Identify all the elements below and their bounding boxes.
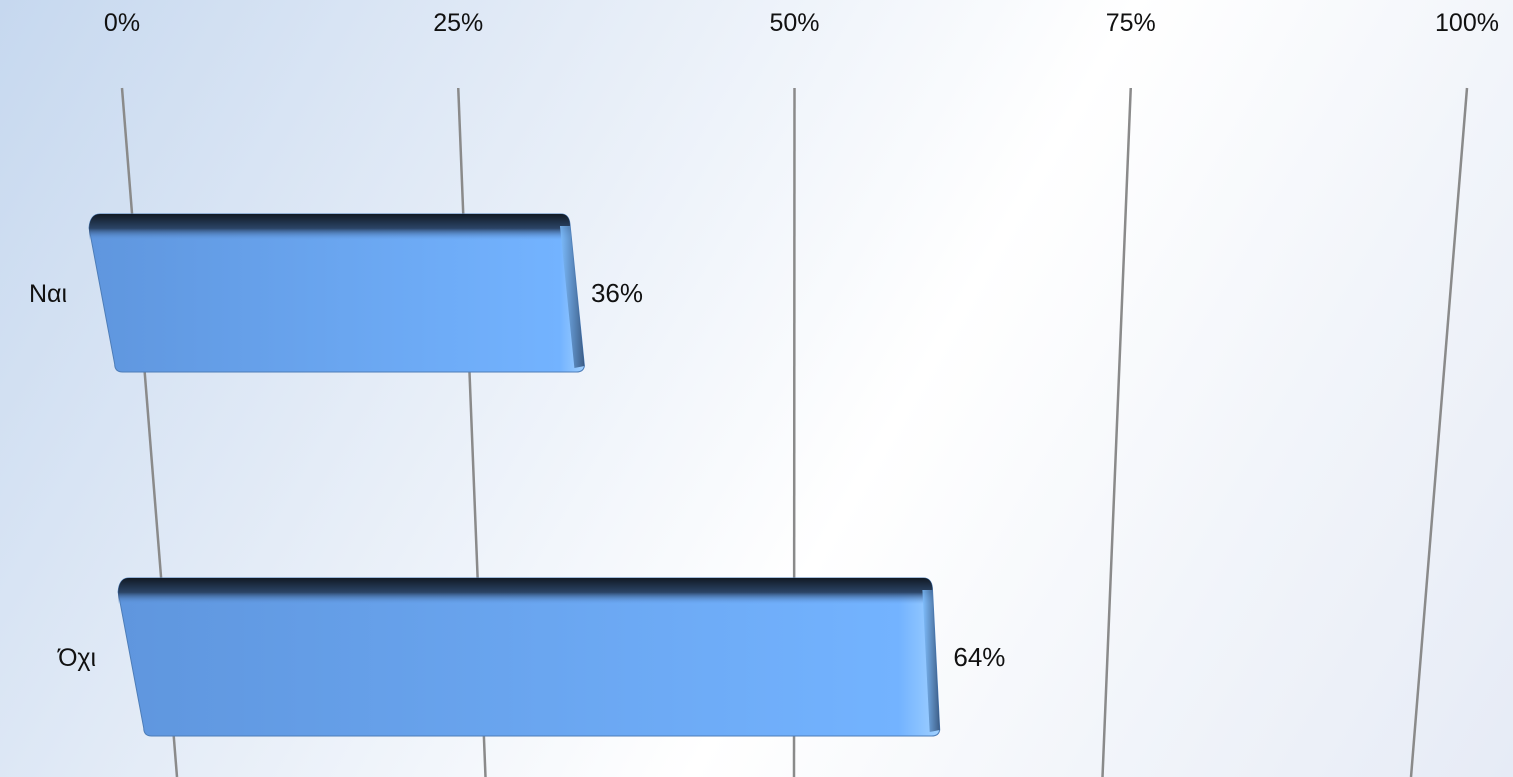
- category-label: Όχι: [57, 644, 96, 672]
- data-label: 36%: [591, 278, 643, 308]
- bar-side: [922, 590, 940, 732]
- bars: [88, 213, 941, 737]
- x-axis-tick-labels: 0% 25% 50% 75% 100%: [104, 9, 1499, 37]
- data-label: 64%: [953, 642, 1005, 672]
- bar-top-bevel: [118, 578, 933, 604]
- labels: Ναι 36% Όχι 64%: [29, 278, 1005, 672]
- x-tick-label: 100%: [1435, 9, 1499, 37]
- x-tick-label: 50%: [769, 9, 819, 37]
- gridline: [1101, 87, 1132, 777]
- x-tick-label: 75%: [1106, 9, 1156, 37]
- gridline: [1409, 87, 1469, 777]
- category-label: Ναι: [29, 280, 67, 308]
- bar: [117, 577, 941, 737]
- bar: [88, 213, 585, 373]
- bar-top-bevel: [89, 214, 570, 240]
- bar-side: [559, 226, 585, 368]
- x-tick-label: 25%: [433, 9, 483, 37]
- x-tick-label: 0%: [104, 9, 140, 37]
